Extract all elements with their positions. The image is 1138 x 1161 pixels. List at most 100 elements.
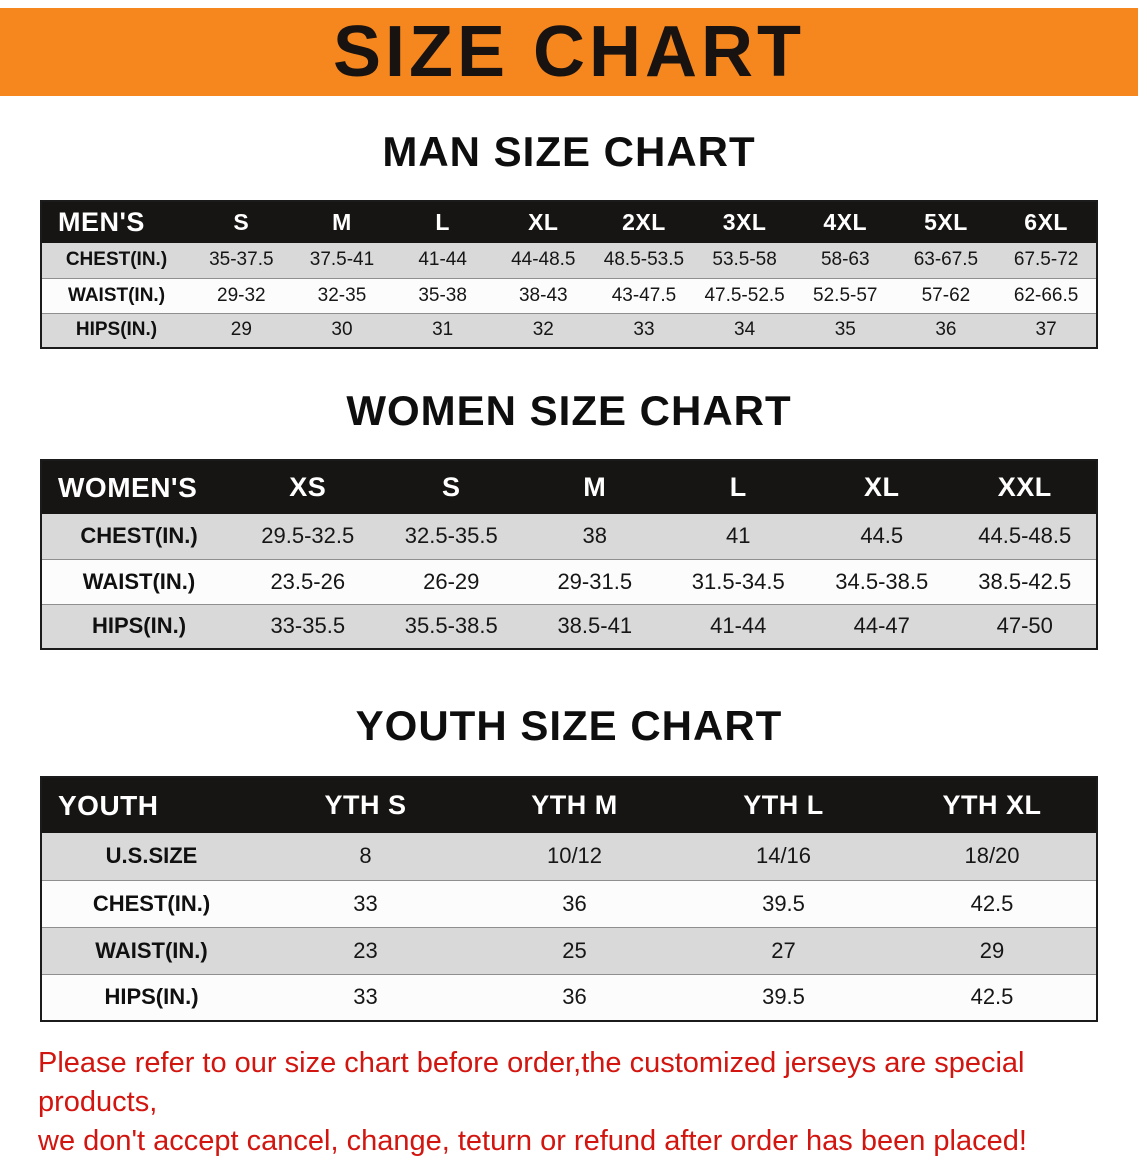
youth-size-cell: 14/16 <box>755 843 812 869</box>
men-table-title-cell: MEN'S <box>41 201 191 243</box>
men-section-heading: MAN SIZE CHART <box>382 128 756 175</box>
men-table-header: MEN'S S M L XL 2XL 3XL 4XL 5XL 6XL <box>41 201 1097 243</box>
youth-size-cell: 36 <box>562 890 587 916</box>
women-size-cell: 41-44 <box>710 613 767 639</box>
women-table-header: WOMEN'S XS S M L XL XXL <box>41 460 1097 514</box>
youth-hips-row: HIPS(IN.) 33 36 39.5 42.5 <box>41 974 1097 1021</box>
men-size-cell: 33 <box>633 319 655 341</box>
youth-ussize-row: U.S.SIZE 8 10/12 14/16 18/20 <box>41 833 1097 880</box>
women-size-cell: 34.5-38.5 <box>835 568 929 594</box>
women-table-title-cell: WOMEN'S <box>41 460 236 514</box>
men-header-row: MEN'S S M L XL 2XL 3XL 4XL 5XL 6XL <box>41 201 1097 243</box>
size-chart-page: SIZE CHART MAN SIZE CHART MEN'S S M L XL… <box>0 8 1138 1157</box>
women-col-header: S <box>379 460 523 514</box>
men-size-cell: 57-62 <box>921 284 971 306</box>
women-size-cell: 23.5-26 <box>270 568 346 594</box>
women-size-cell: 32.5-35.5 <box>404 523 498 549</box>
women-section-heading: WOMEN SIZE CHART <box>346 387 792 434</box>
men-size-cell: 44-48.5 <box>511 249 576 271</box>
women-row-label: HIPS(IN.) <box>91 613 187 639</box>
men-col-header: L <box>392 201 493 243</box>
youth-table-body: U.S.SIZE 8 10/12 14/16 18/20 CHEST(IN.) … <box>41 833 1097 1021</box>
youth-size-cell: 18/20 <box>964 843 1020 869</box>
men-size-cell: 35-38 <box>418 284 467 306</box>
men-size-cell: 47.5-52.5 <box>704 284 785 306</box>
youth-size-cell: 8 <box>359 843 372 869</box>
youth-size-cell: 39.5 <box>762 984 805 1010</box>
men-col-header: 6XL <box>996 201 1097 243</box>
youth-chest-row: CHEST(IN.) 33 36 39.5 42.5 <box>41 880 1097 927</box>
women-size-cell: 44-47 <box>853 613 910 639</box>
men-size-cell: 29 <box>230 319 252 341</box>
youth-col-header: YTH L <box>679 777 888 833</box>
youth-size-table: YOUTH YTH S YTH M YTH L YTH XL U.S.SIZE … <box>40 776 1098 1022</box>
women-size-cell: 26-29 <box>423 568 480 594</box>
youth-size-cell: 36 <box>562 984 587 1010</box>
youth-col-header: YTH M <box>470 777 679 833</box>
youth-size-cell: 25 <box>562 937 587 963</box>
women-size-cell: 47-50 <box>996 613 1053 639</box>
women-table-body: CHEST(IN.) 29.5-32.5 32.5-35.5 38 41 44.… <box>41 514 1097 649</box>
youth-col-header: YTH S <box>261 777 470 833</box>
youth-table-title-cell: YOUTH <box>41 777 261 833</box>
youth-size-cell: 33 <box>353 890 378 916</box>
women-size-cell: 44.5 <box>860 523 904 549</box>
youth-size-cell: 23 <box>353 937 378 963</box>
men-size-cell: 36 <box>935 319 957 341</box>
women-col-header: L <box>666 460 810 514</box>
women-size-cell: 29.5-32.5 <box>261 523 355 549</box>
men-size-cell: 41-44 <box>418 249 467 271</box>
men-size-cell: 35-37.5 <box>209 249 274 271</box>
women-waist-row: WAIST(IN.) 23.5-26 26-29 29-31.5 31.5-34… <box>41 559 1097 604</box>
women-size-cell: 38.5-42.5 <box>978 568 1072 594</box>
women-size-cell: 44.5-48.5 <box>978 523 1072 549</box>
youth-row-label: WAIST(IN.) <box>95 937 208 963</box>
youth-size-cell: 10/12 <box>546 843 603 869</box>
youth-table-header: YOUTH YTH S YTH M YTH L YTH XL <box>41 777 1097 833</box>
women-size-table: WOMEN'S XS S M L XL XXL CHEST(IN.) 29.5-… <box>40 459 1098 650</box>
men-col-header: M <box>291 201 393 243</box>
banner: SIZE CHART <box>0 8 1138 96</box>
men-size-cell: 31 <box>432 319 454 341</box>
men-size-cell: 43-47.5 <box>611 284 677 306</box>
women-row-label: CHEST(IN.) <box>80 523 198 549</box>
men-size-cell: 30 <box>331 319 353 341</box>
men-chest-row: CHEST(IN.) 35-37.5 37.5-41 41-44 44-48.5… <box>41 243 1097 278</box>
men-size-cell: 63-67.5 <box>913 249 979 271</box>
men-col-header: 5XL <box>895 201 997 243</box>
men-col-header: S <box>191 201 292 243</box>
women-size-cell: 29-31.5 <box>557 568 633 594</box>
women-size-cell: 41 <box>726 523 751 549</box>
men-size-cell: 37 <box>1035 319 1057 341</box>
disclaimer-line-2: we don't accept cancel, change, teturn o… <box>38 1125 1027 1158</box>
women-size-cell: 38 <box>582 523 607 549</box>
men-table-body: CHEST(IN.) 35-37.5 37.5-41 41-44 44-48.5… <box>41 243 1097 348</box>
men-waist-row: WAIST(IN.) 29-32 32-35 35-38 38-43 43-47… <box>41 278 1097 313</box>
women-col-header: XXL <box>953 460 1097 514</box>
men-size-cell: 34 <box>734 319 756 341</box>
page-title: SIZE CHART <box>333 12 805 92</box>
women-size-cell: 38.5-41 <box>557 613 633 639</box>
youth-section-heading: YOUTH SIZE CHART <box>355 702 783 749</box>
men-col-header: XL <box>492 201 594 243</box>
men-row-label: HIPS(IN.) <box>75 319 158 341</box>
women-header-row: WOMEN'S XS S M L XL XXL <box>41 460 1097 514</box>
women-size-cell: 33-35.5 <box>270 613 346 639</box>
youth-size-cell: 27 <box>771 937 796 963</box>
men-col-header: 3XL <box>694 201 795 243</box>
youth-waist-row: WAIST(IN.) 23 25 27 29 <box>41 927 1097 974</box>
men-size-cell: 32 <box>532 319 554 341</box>
men-size-cell: 52.5-57 <box>813 284 878 306</box>
men-col-header: 4XL <box>794 201 896 243</box>
youth-row-label: CHEST(IN.) <box>92 890 211 916</box>
women-size-cell: 31.5-34.5 <box>691 568 785 594</box>
youth-col-header: YTH XL <box>888 777 1097 833</box>
youth-size-cell: 33 <box>353 984 378 1010</box>
disclaimer: Please refer to our size chart before or… <box>38 1044 1100 1161</box>
men-size-cell: 58-63 <box>820 249 870 271</box>
women-chest-row: CHEST(IN.) 29.5-32.5 32.5-35.5 38 41 44.… <box>41 514 1097 559</box>
youth-row-label: HIPS(IN.) <box>104 984 199 1010</box>
women-col-header: XS <box>236 460 380 514</box>
youth-size-cell: 42.5 <box>970 984 1014 1010</box>
youth-header-row: YOUTH YTH S YTH M YTH L YTH XL <box>41 777 1097 833</box>
